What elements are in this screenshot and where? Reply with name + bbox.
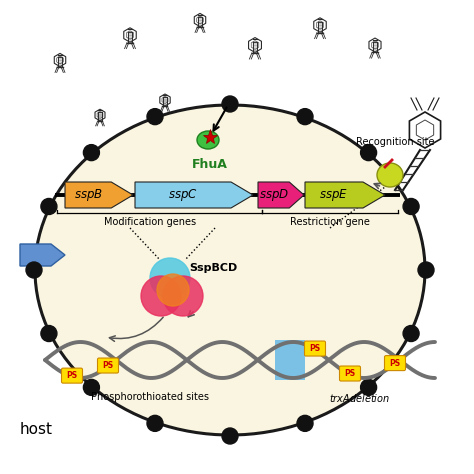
Circle shape bbox=[157, 274, 189, 306]
Circle shape bbox=[83, 379, 100, 395]
FancyBboxPatch shape bbox=[62, 368, 82, 383]
Circle shape bbox=[361, 379, 376, 395]
Circle shape bbox=[297, 415, 313, 431]
Text: $\mathit{sspC}$: $\mathit{sspC}$ bbox=[168, 187, 198, 203]
Circle shape bbox=[403, 326, 419, 342]
Text: PS: PS bbox=[310, 344, 320, 353]
FancyArrow shape bbox=[135, 182, 253, 208]
Circle shape bbox=[222, 428, 238, 444]
FancyBboxPatch shape bbox=[339, 366, 361, 381]
Ellipse shape bbox=[35, 105, 425, 435]
Circle shape bbox=[141, 276, 181, 316]
Bar bbox=[275, 340, 305, 380]
Ellipse shape bbox=[197, 131, 219, 149]
Text: Phosphorothioated sites: Phosphorothioated sites bbox=[91, 392, 209, 402]
Text: $\mathit{trxA deletion}$: $\mathit{trxA deletion}$ bbox=[329, 392, 391, 404]
Text: host: host bbox=[20, 422, 53, 438]
Text: Restriction gene: Restriction gene bbox=[290, 217, 370, 227]
Text: Modification genes: Modification genes bbox=[104, 217, 196, 227]
FancyBboxPatch shape bbox=[304, 341, 326, 356]
Text: $\mathit{sspD}$: $\mathit{sspD}$ bbox=[258, 187, 289, 203]
Circle shape bbox=[150, 258, 190, 298]
Circle shape bbox=[297, 109, 313, 125]
FancyBboxPatch shape bbox=[98, 358, 118, 373]
Circle shape bbox=[41, 326, 57, 342]
Text: PS: PS bbox=[390, 359, 401, 368]
FancyArrow shape bbox=[258, 182, 304, 208]
Text: SspBCD: SspBCD bbox=[189, 263, 237, 273]
Circle shape bbox=[361, 145, 376, 161]
Text: $\mathit{sspB}$: $\mathit{sspB}$ bbox=[73, 187, 103, 203]
Text: $\mathit{sspE}$: $\mathit{sspE}$ bbox=[319, 187, 348, 203]
Text: FhuA: FhuA bbox=[192, 158, 228, 171]
FancyBboxPatch shape bbox=[384, 356, 405, 371]
Text: PS: PS bbox=[345, 369, 356, 378]
Circle shape bbox=[147, 415, 163, 431]
Circle shape bbox=[83, 145, 100, 161]
Circle shape bbox=[163, 276, 203, 316]
Text: Recognition site: Recognition site bbox=[356, 137, 434, 147]
Circle shape bbox=[418, 262, 434, 278]
FancyArrow shape bbox=[305, 182, 385, 208]
Circle shape bbox=[41, 199, 57, 214]
Circle shape bbox=[147, 109, 163, 125]
Text: PS: PS bbox=[102, 361, 114, 370]
FancyArrow shape bbox=[65, 182, 133, 208]
Ellipse shape bbox=[377, 163, 403, 187]
Circle shape bbox=[222, 96, 238, 112]
FancyArrow shape bbox=[20, 244, 65, 266]
Text: PS: PS bbox=[66, 371, 78, 380]
Circle shape bbox=[403, 199, 419, 214]
Circle shape bbox=[26, 262, 42, 278]
